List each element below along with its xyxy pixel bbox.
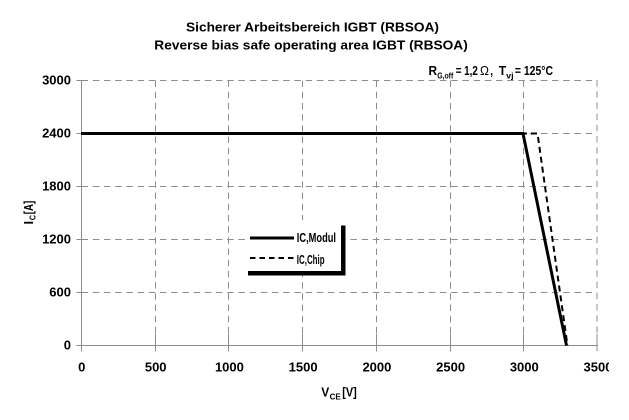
svg-text:T: T bbox=[499, 63, 506, 78]
svg-text:[V]: [V] bbox=[342, 384, 357, 399]
svg-text:3000: 3000 bbox=[42, 73, 71, 88]
svg-text:2000: 2000 bbox=[362, 360, 391, 375]
svg-text:vj: vj bbox=[506, 71, 513, 80]
svg-text:V: V bbox=[321, 384, 329, 399]
svg-text:1000: 1000 bbox=[215, 360, 244, 375]
svg-text:1800: 1800 bbox=[42, 179, 71, 194]
svg-text:= 125°C: = 125°C bbox=[515, 63, 554, 78]
svg-text:[A]: [A] bbox=[21, 201, 36, 215]
svg-text:3000: 3000 bbox=[510, 360, 539, 375]
svg-text:CE: CE bbox=[330, 392, 342, 401]
svg-text:I: I bbox=[21, 221, 36, 225]
svg-text:= 1,2: = 1,2 bbox=[456, 63, 478, 78]
svg-text:C: C bbox=[29, 215, 38, 221]
svg-text:1200: 1200 bbox=[42, 232, 71, 247]
svg-text:0: 0 bbox=[78, 360, 85, 375]
svg-text:2400: 2400 bbox=[42, 126, 71, 141]
svg-text:1500: 1500 bbox=[289, 360, 318, 375]
svg-text:IC,Chip: IC,Chip bbox=[297, 252, 325, 267]
svg-text:2500: 2500 bbox=[436, 360, 465, 375]
svg-text:3500: 3500 bbox=[584, 360, 613, 375]
svg-text:0: 0 bbox=[64, 338, 71, 353]
svg-text:Sicherer Arbeitsbereich IGBT (: Sicherer Arbeitsbereich IGBT (RBSOA) bbox=[186, 19, 439, 34]
svg-text:500: 500 bbox=[145, 360, 167, 375]
svg-text:G,off: G,off bbox=[437, 71, 453, 80]
svg-text:Reverse bias safe operating ar: Reverse bias safe operating area IGBT (R… bbox=[154, 37, 468, 52]
svg-text:Ω: Ω bbox=[480, 64, 489, 78]
svg-text:IC,Modul: IC,Modul bbox=[297, 230, 336, 245]
svg-text:600: 600 bbox=[49, 285, 71, 300]
svg-text:,: , bbox=[490, 63, 493, 78]
svg-text:R: R bbox=[429, 63, 438, 78]
